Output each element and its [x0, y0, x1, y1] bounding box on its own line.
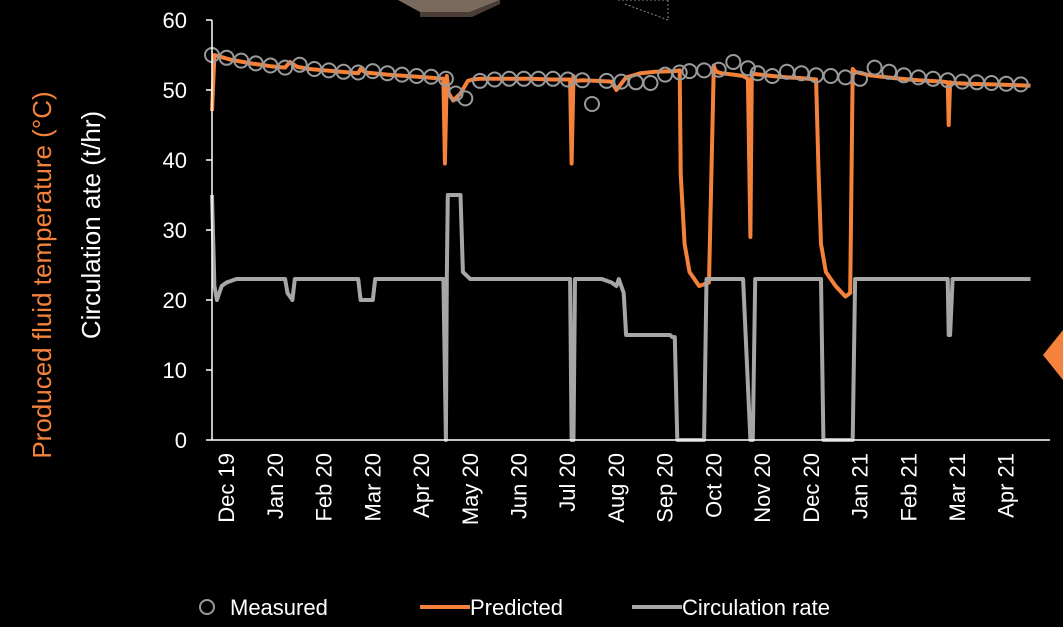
measured-point [837, 69, 854, 86]
x-tick-label: Sep 20 [653, 453, 678, 523]
x-tick-label: Oct 20 [701, 453, 726, 518]
legend-predicted-label: Predicted [470, 595, 563, 620]
x-tick-label: Mar 20 [360, 453, 385, 521]
x-tick-label: Jan 21 [848, 453, 873, 519]
measured-point [696, 62, 713, 79]
measured-point [291, 56, 308, 73]
x-tick-label: Dec 20 [799, 453, 824, 523]
y-tick-label: 40 [163, 148, 187, 173]
legend: Measured Predicted Circulation rate [199, 595, 830, 620]
x-tick-label: Feb 21 [896, 453, 921, 522]
y-tick-label: 50 [163, 78, 187, 103]
orange-edge-marker [1043, 330, 1063, 380]
y-tick-labels: 0 10 20 30 40 50 60 [163, 8, 187, 453]
y-tick-label: 0 [175, 428, 187, 453]
measured-point [881, 63, 898, 80]
measured-point [822, 68, 839, 84]
measured-point [852, 70, 868, 87]
x-tick-label: Jan 20 [263, 453, 288, 519]
measured-point [910, 69, 927, 86]
x-tick-labels: Dec 19 Jan 20 Feb 20 Mar 20 Apr 20 May 20 Jun … [214, 453, 1019, 525]
measured-point [218, 49, 235, 66]
measured-point [584, 96, 600, 112]
measured-point [681, 63, 698, 80]
measured-point [764, 68, 781, 84]
measured-point [457, 90, 474, 107]
measured-point [866, 59, 883, 76]
circulation-axis-title: Circulation ate (t/hr) [76, 111, 106, 339]
predicted-line [210, 53, 1031, 299]
measured-point [710, 61, 727, 78]
x-tick-label: Aug 20 [604, 453, 629, 523]
legend-circulation-label: Circulation rate [682, 595, 830, 620]
circulation-rate-line [210, 193, 1031, 442]
measured-point [725, 54, 742, 70]
decorative-device-graphic [398, 0, 669, 21]
x-tick-label: Dec 19 [214, 453, 239, 523]
x-tick-label: Feb 20 [312, 453, 337, 522]
measured-point [749, 65, 766, 82]
x-tick-label: Apr 21 [994, 453, 1019, 518]
measured-point [671, 64, 688, 81]
x-tick-label: Mar 21 [945, 453, 970, 521]
measured-point [739, 60, 756, 77]
x-tick-label: Nov 20 [750, 453, 775, 523]
axes [206, 19, 1050, 441]
measured-point [574, 72, 591, 89]
y-tick-label: 30 [163, 218, 187, 243]
x-tick-label: May 20 [458, 453, 483, 525]
measured-point [233, 52, 250, 69]
y-tick-label: 10 [163, 358, 187, 383]
x-tick-label: Jun 20 [506, 453, 531, 519]
y-tick-label: 60 [163, 8, 187, 33]
measured-point [627, 74, 644, 91]
x-tick-label: Jul 20 [555, 453, 580, 512]
temperature-axis-title: Produced fluid temperature (°C) [27, 91, 57, 458]
x-tick-label: Apr 20 [409, 453, 434, 518]
measured-point [277, 59, 294, 76]
y-tick-label: 20 [163, 288, 187, 313]
legend-measured-label: Measured [230, 595, 328, 620]
plot-area [204, 47, 1031, 442]
measured-point [642, 75, 659, 91]
legend-measured-marker [199, 599, 215, 615]
measured-point [437, 70, 454, 87]
measured-point [447, 85, 464, 102]
measured-point [1012, 76, 1029, 93]
